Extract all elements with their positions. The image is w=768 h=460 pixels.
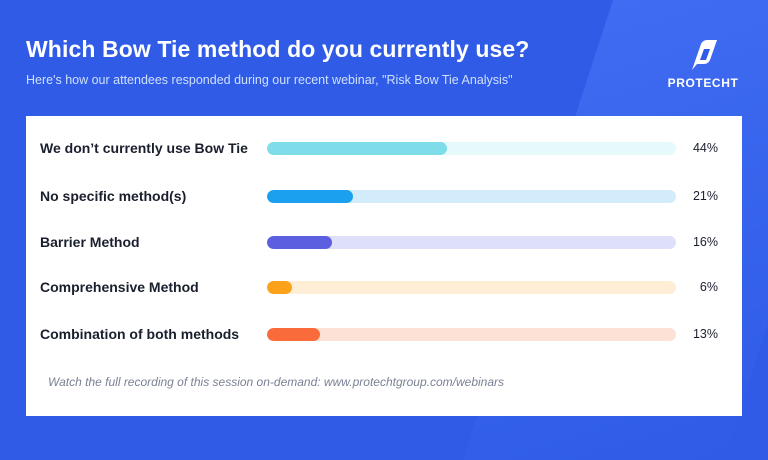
chart-subtitle: Here's how our attendees responded durin… <box>26 73 513 87</box>
bar-track <box>267 142 676 155</box>
category-label: We don’t currently use Bow Tie <box>40 140 248 156</box>
chart-card: We don’t currently use Bow Tie 44% No spec… <box>26 116 742 416</box>
bar <box>267 190 353 203</box>
protecht-logo-icon <box>692 40 717 70</box>
bar-track <box>267 236 676 249</box>
bar-track <box>267 281 676 294</box>
logo-text: PROTECHT <box>667 76 739 90</box>
value-label: 13% <box>692 327 718 341</box>
value-label: 6% <box>699 280 718 294</box>
bar <box>267 328 321 341</box>
category-label: Combination of both methods <box>40 326 240 342</box>
protecht-logo: PROTECHT <box>661 40 745 90</box>
value-label: 21% <box>692 189 718 203</box>
bar-track <box>267 328 676 341</box>
category-label: Comprehensive Method <box>40 279 199 295</box>
bar <box>267 281 292 294</box>
bar-row: We don’t currently use Bow Tie 44% <box>26 138 742 160</box>
category-label: No specific method(s) <box>40 188 187 204</box>
chart-title: Which Bow Tie method do you currently us… <box>26 36 530 62</box>
bar-row: No specific method(s) 21% <box>26 186 742 208</box>
bar-track <box>267 190 676 203</box>
value-label: 44% <box>692 141 718 155</box>
bar <box>267 236 333 249</box>
bar-row: Barrier Method 16% <box>26 232 742 254</box>
bar <box>267 142 447 155</box>
footer-note: Watch the full recording of this session… <box>48 375 505 389</box>
bar-row: Combination of both methods 13% <box>26 324 742 346</box>
category-label: Barrier Method <box>40 234 140 250</box>
value-label: 16% <box>692 235 718 249</box>
bar-row: Comprehensive Method 6% <box>26 277 742 299</box>
